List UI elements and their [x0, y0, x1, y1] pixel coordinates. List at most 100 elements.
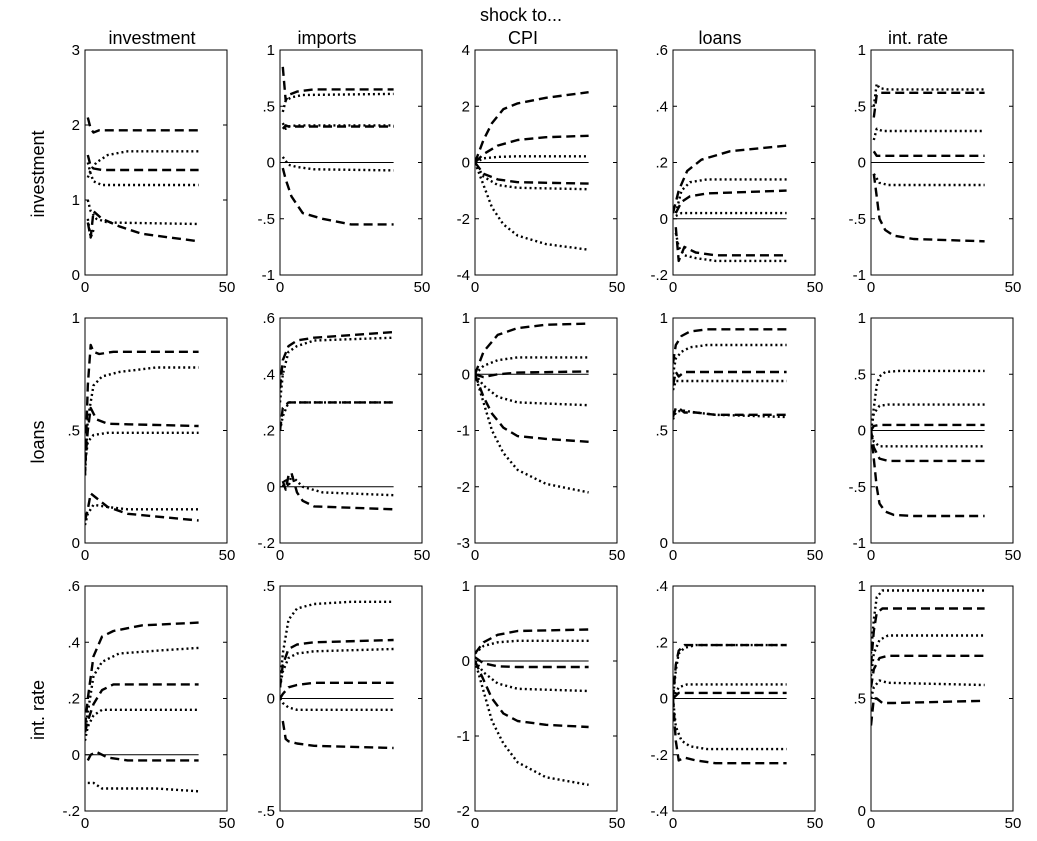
panel-int-rate-int-rate-x-tick-label: 50: [1005, 815, 1022, 832]
panel-investment-int-rate-series-dotted-line: [872, 82, 985, 107]
panel-investment-cpi-series-dashed-line: [475, 91, 589, 163]
panel-loans-int-rate-y-tick-label: 0: [858, 423, 866, 440]
column-title-loans: loans: [698, 28, 741, 48]
panel-int-rate-imports-y-tick-label: .5: [262, 578, 275, 595]
panel-investment-loans-x-tick-label: 50: [807, 279, 824, 296]
panel-investment-imports-series-dashed-line: [281, 167, 394, 226]
panel-loans-int-rate-series-dashed-line: [871, 423, 985, 432]
panel-loans-imports-y-tick-label: .2: [262, 423, 275, 440]
panel-investment-imports-series-dashed-line: [281, 66, 394, 102]
panel-int-rate-cpi-y-tick-label: 1: [462, 578, 470, 595]
panel-investment-imports-y-tick-label: 0: [267, 155, 275, 172]
panel-loans-cpi-y-tick-label: -3: [457, 535, 470, 552]
panel-int-rate-imports-series-dashed-line: [280, 638, 394, 688]
panel-loans-imports-series-dotted-line: [281, 474, 394, 497]
panel-int-rate-imports: -.50.50 50: [257, 578, 430, 832]
panel-investment-imports-series-dotted-line: [281, 156, 394, 172]
panel-investment-investment-x-tick-label: 50: [219, 279, 236, 296]
panel-loans-int-rate-series-dotted-line: [871, 430, 985, 448]
panel-int-rate-imports-series-dotted-line: [280, 697, 394, 711]
panel-int-rate-imports-series-dotted-line: [280, 600, 394, 688]
panel-int-rate-loans-y-tick-label: -.2: [650, 747, 668, 764]
panel-loans-loans-y-tick-label: .5: [655, 423, 668, 440]
panel-loans-int-rate-x-tick-label: 50: [1005, 547, 1022, 564]
panel-investment-loans-y-tick-label: .2: [655, 155, 668, 172]
panel-loans-int-rate-y-tick-label: .5: [853, 366, 866, 383]
panel-loans-loans-y-tick-label: 1: [660, 310, 668, 327]
panel-int-rate-imports-y-tick-label: 0: [267, 691, 275, 708]
panel-investment-loans-y-tick-label: .6: [655, 42, 668, 59]
panel-loans-imports-y-tick-label: -.2: [257, 535, 275, 552]
panel-investment-loans-series-dashed-line: [674, 189, 787, 214]
panel-loans-cpi-y-tick-label: -1: [457, 423, 470, 440]
panel-investment-imports-y-tick-label: .5: [262, 98, 275, 115]
panel-loans-loans: 0 .5 1 0 50: [655, 310, 823, 564]
panel-loans-loans-series-dashed-line: [673, 406, 787, 418]
panel-loans-cpi-series-dashed-line: [475, 322, 589, 375]
panel-investment-investment-y-tick-label: 1: [72, 192, 80, 209]
panel-loans-imports-series-dashed-line: [281, 471, 394, 511]
panel-int-rate-investment-series-dotted-line: [85, 708, 199, 741]
panel-investment-loans: -.20.2.4.60 50: [650, 42, 823, 296]
panel-loans-int-rate-series-dotted-line: [871, 369, 985, 431]
panel-investment-cpi-y-tick-label: -4: [457, 267, 470, 284]
panel-loans-imports: -.20.2.4.60 50: [257, 310, 430, 564]
panel-investment-imports-y-tick-label: -1: [262, 267, 275, 284]
panel-investment-investment-x-tick-label: 0: [81, 279, 89, 296]
panel-investment-cpi-y-tick-label: 4: [462, 42, 470, 59]
panel-loans-investment-series-dashed-line: [85, 406, 199, 465]
panel-loans-imports-series-dashed-line: [280, 401, 394, 431]
panel-int-rate-cpi-x-tick-label: 0: [471, 815, 479, 832]
panel-investment-int-rate-y-tick-label: 1: [858, 42, 866, 59]
panel-investment-imports-series-dotted-line: [281, 122, 394, 131]
panel-investment-cpi-y-tick-label: -2: [457, 211, 470, 228]
panel-loans-imports-series-dotted-line: [280, 336, 394, 403]
panel-loans-int-rate-series-dashed-line: [871, 430, 985, 463]
panel-loans-investment-series-dotted-line: [85, 431, 199, 465]
panel-investment-investment-series-dotted-line: [86, 150, 199, 178]
panel-loans-loans-series-dotted-line: [673, 409, 787, 420]
panel-investment-cpi-series-dotted-line: [475, 162, 589, 251]
panel-int-rate-int-rate-x-tick-label: 0: [867, 815, 875, 832]
panel-int-rate-loans-series-dashed-line: [673, 643, 787, 699]
panel-loans-imports-axes-box: [279, 317, 423, 544]
panel-loans-int-rate: -1 -.5 0 .5 1 0 50: [848, 310, 1021, 564]
panel-investment-int-rate-series-dashed-line: [872, 173, 985, 243]
column-title-int-rate: int. rate: [888, 28, 948, 48]
panel-int-rate-cpi-series-dotted-line: [475, 660, 589, 786]
panel-int-rate-int-rate-series-dotted-line: [871, 679, 985, 699]
row-label-loans: loans: [28, 420, 48, 463]
panel-loans-int-rate-y-tick-label: -.5: [848, 479, 866, 496]
panel-loans-investment-y-tick-label: .5: [67, 423, 80, 440]
panel-investment-int-rate-y-tick-label: -.5: [848, 211, 866, 228]
panel-investment-loans-series-dashed-line: [673, 144, 787, 214]
panel-loans-imports-y-tick-label: .4: [262, 366, 275, 383]
panel-int-rate-investment-series-dashed-line: [86, 750, 199, 762]
panel-investment-imports-series-dotted-line: [281, 92, 394, 113]
panel-int-rate-loans-y-tick-label: .4: [655, 578, 668, 595]
panel-int-rate-investment-y-tick-label: .4: [67, 634, 80, 651]
row-label-int-rate: int. rate: [28, 680, 48, 740]
panel-loans-imports-x-tick-label: 0: [276, 547, 284, 564]
panel-loans-imports-x-tick-label: 50: [414, 547, 431, 564]
panel-int-rate-investment-x-tick-label: 0: [81, 815, 89, 832]
panel-int-rate-loans-series-group: [673, 643, 787, 765]
panel-investment-cpi-series-dotted-line: [475, 155, 589, 164]
panel-investment-cpi: -4 -2 0 2 4 0 50: [457, 42, 626, 296]
panel-investment-imports-y-tick-label: 1: [267, 42, 275, 59]
panel-investment-investment-series-group: [86, 117, 199, 243]
panel-investment-cpi-y-tick-label: 2: [462, 98, 470, 115]
panel-int-rate-int-rate-axes-box: [870, 585, 1014, 812]
panel-int-rate-cpi-series-group: [475, 628, 589, 786]
panel-investment-imports-x-tick-label: 0: [276, 279, 284, 296]
panel-investment-cpi-series-dashed-line: [475, 134, 589, 164]
panel-int-rate-loans-series-dashed-line: [673, 698, 787, 765]
panel-int-rate-loans-series-dashed-line: [673, 691, 787, 700]
panel-int-rate-cpi-series-dotted-line: [475, 660, 589, 693]
panel-loans-investment-series-group: [85, 343, 199, 526]
panel-investment-investment-y-tick-label: 0: [72, 267, 80, 284]
panel-investment-investment-series-dashed-line: [86, 117, 199, 134]
panel-loans-cpi-x-tick-label: 0: [471, 547, 479, 564]
panel-loans-investment-x-tick-label: 50: [219, 547, 236, 564]
